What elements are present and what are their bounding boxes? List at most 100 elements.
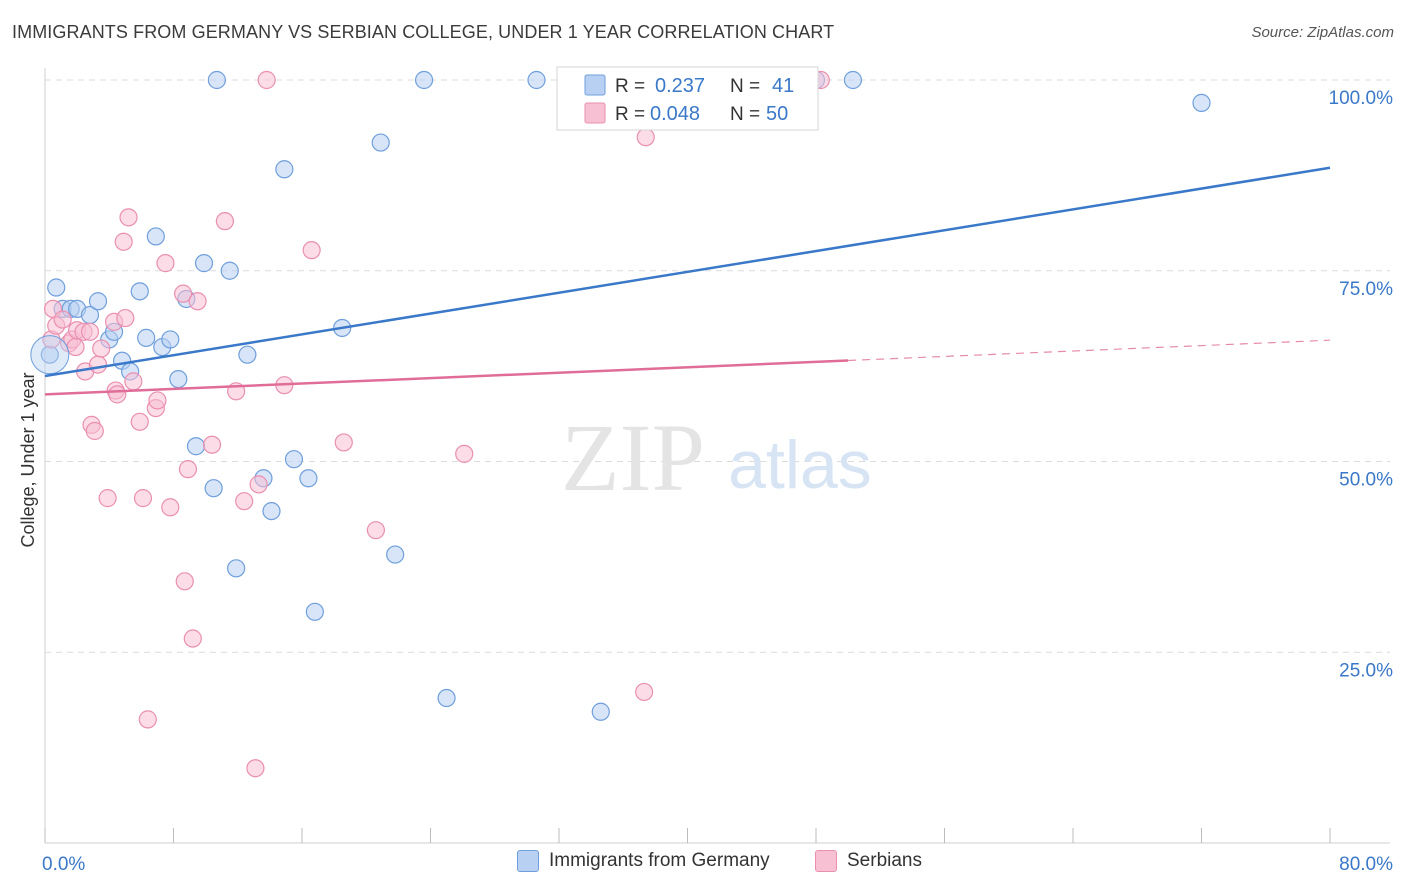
point-blue-27 bbox=[275, 160, 294, 179]
point-pink-43 bbox=[302, 241, 321, 260]
point-pink-39 bbox=[246, 759, 265, 778]
stats-r-label-blue: R = bbox=[615, 76, 645, 97]
point-blue-32 bbox=[371, 133, 390, 152]
point-blue-24 bbox=[238, 345, 257, 364]
tick-labels: 100.0% 75.0% 50.0% 25.0% 0.0% 80.0% bbox=[42, 88, 1393, 875]
point-pink-10 bbox=[80, 322, 100, 341]
point-pink-3 bbox=[53, 310, 72, 329]
point-blue-30 bbox=[305, 602, 324, 621]
stats-n-value-blue: 41 bbox=[772, 75, 794, 97]
point-blue-16 bbox=[169, 369, 188, 389]
point-blue-37 bbox=[591, 702, 610, 721]
stats-r-value-pink: 0.048 bbox=[650, 103, 700, 125]
point-pink-29 bbox=[161, 498, 180, 517]
y-tick-label-2: 50.0% bbox=[1339, 470, 1393, 491]
watermark-zip: ZIP bbox=[561, 404, 705, 511]
point-pink-48 bbox=[636, 128, 655, 147]
point-blue-33 bbox=[386, 545, 405, 564]
point-pink-6 bbox=[66, 337, 85, 357]
stats-n-label-pink: N = bbox=[730, 104, 760, 125]
legend-label-germany: Immigrants from Germany bbox=[549, 850, 770, 871]
stats-n-value-pink: 50 bbox=[766, 103, 788, 125]
point-pink-13 bbox=[88, 355, 108, 374]
point-pink-30 bbox=[174, 284, 193, 303]
point-pink-34 bbox=[188, 292, 207, 311]
point-blue-39 bbox=[843, 70, 863, 90]
axes-layer bbox=[44, 68, 1390, 844]
stats-legend: R = 0.237 N = 41 R = 0.048 N = 50 bbox=[556, 66, 819, 131]
stats-legend-swatch-pink bbox=[584, 102, 606, 124]
trend-layer bbox=[44, 166, 1331, 396]
point-blue-13 bbox=[146, 227, 165, 246]
trend-line-pink-extension bbox=[848, 339, 1331, 362]
trend-line-pink bbox=[44, 359, 849, 396]
point-blue-29 bbox=[299, 469, 318, 488]
point-pink-28 bbox=[156, 254, 175, 273]
trend-line-blue bbox=[44, 166, 1331, 378]
stats-legend-swatch-blue bbox=[584, 74, 606, 96]
point-pink-46 bbox=[455, 444, 474, 463]
point-pink-18 bbox=[108, 385, 127, 404]
point-pink-33 bbox=[183, 629, 202, 648]
point-blue-20 bbox=[204, 479, 223, 498]
legend-label-serbians: Serbians bbox=[847, 850, 922, 871]
point-blue-35 bbox=[437, 688, 456, 708]
point-pink-24 bbox=[133, 489, 153, 508]
point-pink-47 bbox=[635, 682, 654, 702]
point-blue-40 bbox=[1192, 93, 1211, 112]
legend-item-serbians[interactable]: Serbians bbox=[815, 850, 922, 872]
point-blue-22 bbox=[220, 261, 239, 280]
point-pink-25 bbox=[138, 710, 157, 729]
point-blue-26 bbox=[262, 501, 281, 521]
points-layer bbox=[30, 70, 1211, 778]
point-pink-31 bbox=[175, 572, 194, 591]
point-pink-32 bbox=[178, 460, 198, 479]
point-pink-22 bbox=[124, 372, 143, 391]
chart-title: IMMIGRANTS FROM GERMANY VS SERBIAN COLLE… bbox=[12, 22, 835, 42]
stats-r-value-blue: 0.237 bbox=[655, 75, 705, 97]
legend-swatch-pink bbox=[815, 850, 837, 872]
legend-item-germany[interactable]: Immigrants from Germany bbox=[517, 850, 770, 872]
point-blue-6 bbox=[88, 292, 108, 311]
watermark-atlas: atlas bbox=[728, 427, 872, 503]
point-blue-23 bbox=[227, 559, 246, 578]
y-tick-label-0: 100.0% bbox=[1329, 88, 1394, 109]
point-pink-19 bbox=[114, 232, 133, 251]
point-blue-12 bbox=[137, 328, 156, 347]
point-pink-27 bbox=[148, 391, 167, 410]
y-tick-label-1: 75.0% bbox=[1339, 279, 1393, 300]
point-blue-11 bbox=[130, 282, 149, 301]
bottom-legend: Immigrants from Germany Serbians bbox=[0, 850, 1406, 880]
point-pink-35 bbox=[202, 435, 222, 454]
watermark: ZIP atlas bbox=[561, 404, 872, 511]
point-pink-15 bbox=[98, 489, 117, 508]
point-blue-34 bbox=[414, 70, 434, 90]
point-blue-19 bbox=[194, 254, 214, 273]
point-pink-40 bbox=[249, 475, 268, 494]
point-blue-15 bbox=[161, 330, 180, 349]
point-blue-cluster bbox=[30, 335, 70, 375]
stats-r-label-pink: R = bbox=[615, 104, 645, 125]
point-pink-38 bbox=[235, 492, 254, 511]
point-pink-23 bbox=[130, 412, 149, 431]
stats-n-label-blue: N = bbox=[730, 76, 760, 97]
legend-swatch-blue bbox=[517, 850, 539, 872]
point-blue-18 bbox=[186, 437, 206, 456]
point-pink-44 bbox=[334, 433, 353, 452]
point-pink-36 bbox=[215, 212, 234, 231]
source-label: Source: ZipAtlas.com bbox=[1251, 24, 1394, 41]
x-tick-label-0: 0.0% bbox=[42, 854, 85, 875]
point-pink-12 bbox=[85, 421, 104, 441]
point-blue-1 bbox=[47, 278, 66, 297]
y-axis-label: College, Under 1 year bbox=[18, 372, 38, 547]
point-pink-41 bbox=[257, 70, 276, 90]
point-pink-20 bbox=[116, 308, 135, 328]
point-blue-21 bbox=[207, 70, 226, 90]
point-pink-21 bbox=[119, 208, 138, 227]
y-tick-label-3: 25.0% bbox=[1339, 660, 1393, 681]
x-tick-label-1: 80.0% bbox=[1339, 854, 1393, 875]
point-blue-36 bbox=[527, 70, 546, 90]
point-pink-45 bbox=[366, 521, 385, 540]
point-blue-28 bbox=[284, 450, 304, 469]
